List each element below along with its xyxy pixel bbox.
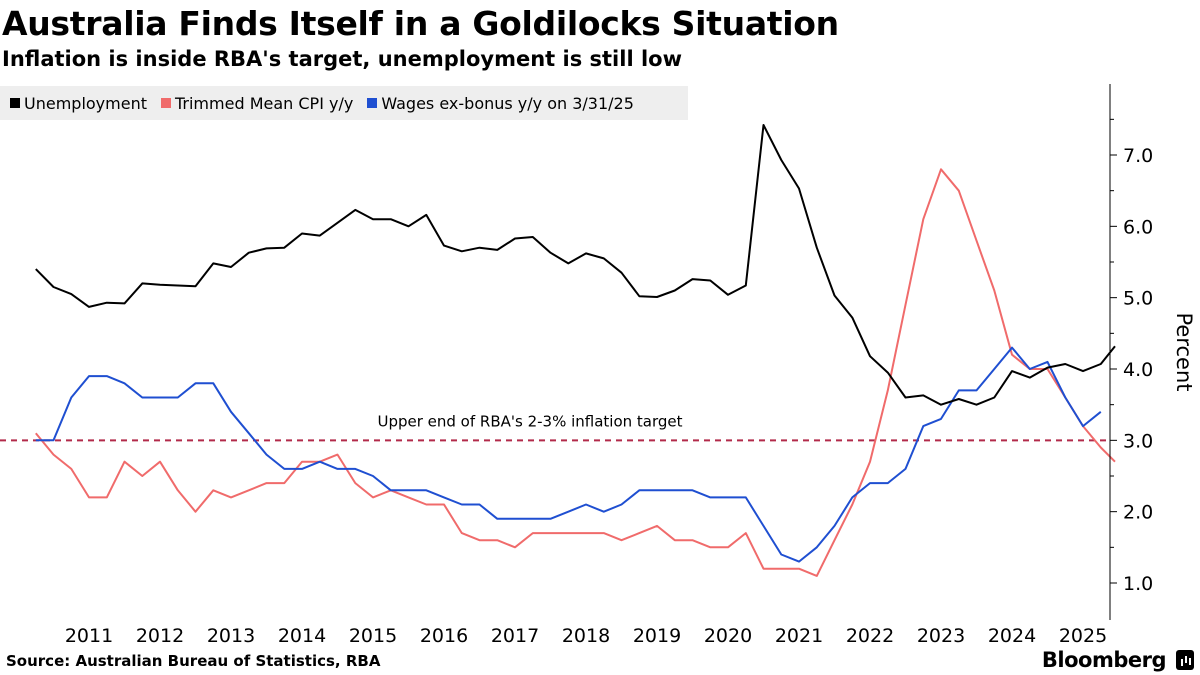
y-tick-label: 3.0 bbox=[1123, 430, 1153, 452]
x-tick-label: 2019 bbox=[633, 625, 681, 647]
x-tick-label: 2024 bbox=[988, 625, 1036, 647]
reference-line-label: Upper end of RBA's 2-3% inflation target bbox=[377, 412, 682, 430]
legend-label-unemployment: Unemployment bbox=[24, 93, 147, 113]
bloomberg-chart-icon bbox=[1176, 650, 1194, 670]
y-tick-label: 4.0 bbox=[1123, 359, 1153, 381]
x-tick-label: 2011 bbox=[65, 625, 113, 647]
legend-swatch-unemployment bbox=[10, 98, 20, 108]
x-tick-label: 2022 bbox=[846, 625, 894, 647]
x-tick-label: 2014 bbox=[278, 625, 326, 647]
legend-swatch-wages bbox=[367, 98, 378, 108]
axes: 1.0 2.0 3.0 4.0 5.0 6.0 7.0 2011 2012 2013 2014 201… bbox=[65, 84, 1196, 647]
x-tick-label: 2015 bbox=[349, 625, 397, 647]
x-tick-label: 2021 bbox=[775, 625, 823, 647]
legend-item-wages: Wages ex-bonus y/y on 3/31/25 bbox=[367, 94, 634, 113]
x-tick-label: 2023 bbox=[917, 625, 965, 647]
legend-label-cpi: Trimmed Mean CPI y/y bbox=[174, 93, 354, 113]
x-tick-label: 2020 bbox=[704, 625, 752, 647]
y-tick-label: 1.0 bbox=[1123, 573, 1153, 595]
legend-label-wages: Wages ex-bonus y/y on 3/31/25 bbox=[381, 93, 634, 113]
x-tick-label: 2017 bbox=[491, 625, 539, 647]
series-line-unemployment bbox=[35, 124, 1116, 406]
reference-line-group: Upper end of RBA's 2-3% inflation target bbox=[0, 412, 1110, 442]
x-tick-label: 2025 bbox=[1059, 625, 1107, 647]
bloomberg-logo: Bloomberg bbox=[1041, 648, 1167, 672]
chart-subtitle: Inflation is inside RBA's target, unempl… bbox=[2, 47, 682, 71]
x-tick-label: 2013 bbox=[207, 625, 255, 647]
x-tick-label: 2016 bbox=[420, 625, 468, 647]
y-tick-label: 7.0 bbox=[1123, 145, 1153, 167]
series-group bbox=[35, 124, 1116, 577]
source-note: Source: Australian Bureau of Statistics,… bbox=[6, 652, 381, 670]
chart-title: Australia Finds Itself in a Goldilocks S… bbox=[2, 4, 839, 43]
chart-legend: Unemployment Trimmed Mean CPI y/y Wages … bbox=[0, 86, 688, 120]
series-line-trimmed-mean-cpi-y-y bbox=[35, 168, 1116, 577]
y-tick-label: 6.0 bbox=[1123, 216, 1153, 238]
legend-item-cpi: Trimmed Mean CPI y/y bbox=[160, 93, 354, 113]
y-tick-label: 5.0 bbox=[1123, 288, 1153, 310]
y-tick-label: 2.0 bbox=[1123, 502, 1153, 524]
y-axis-title: Percent bbox=[1172, 312, 1196, 391]
legend-swatch-cpi bbox=[160, 98, 171, 108]
x-tick-label: 2012 bbox=[136, 625, 184, 647]
series-line-wages-ex-bonus-y-y-on-3-31-25 bbox=[35, 346, 1102, 563]
x-tick-label: 2018 bbox=[562, 625, 610, 647]
legend-item-unemployment: Unemployment bbox=[10, 94, 147, 113]
